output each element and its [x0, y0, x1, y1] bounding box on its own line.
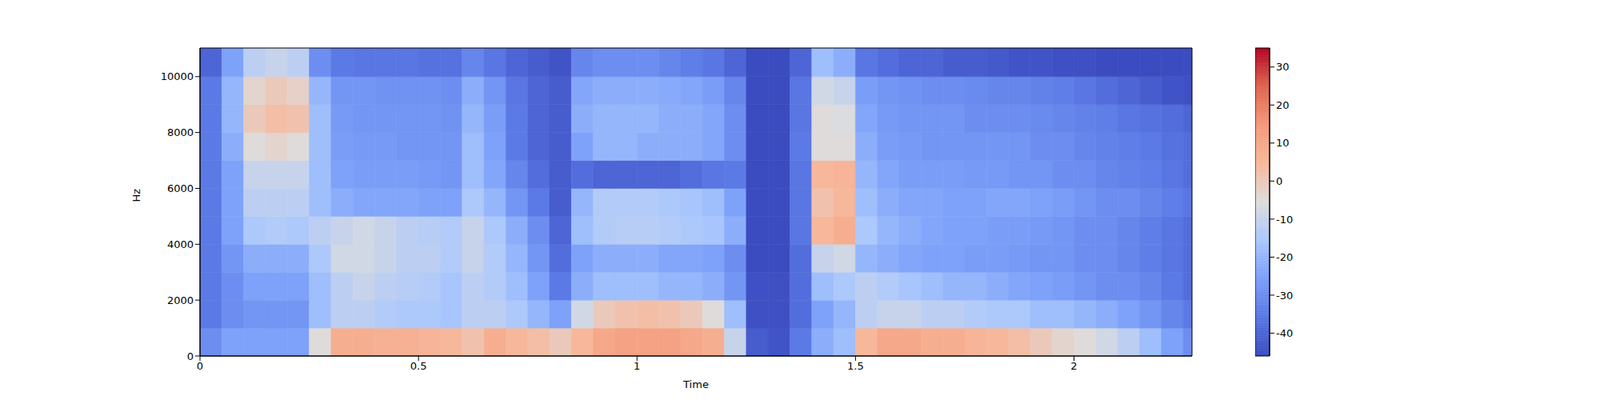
svg-text:4000: 4000	[167, 238, 194, 251]
svg-text:0.5: 0.5	[410, 360, 428, 372]
svg-text:2: 2	[1070, 360, 1077, 372]
svg-text:6000: 6000	[167, 182, 194, 195]
svg-text:2000: 2000	[167, 294, 194, 307]
svg-text:Hz: Hz	[130, 188, 143, 203]
svg-text:10: 10	[1276, 136, 1290, 149]
svg-text:0: 0	[187, 350, 194, 363]
svg-text:-30: -30	[1276, 289, 1293, 302]
svg-text:0: 0	[1276, 175, 1283, 188]
svg-text:-10: -10	[1276, 213, 1293, 226]
svg-text:Time: Time	[682, 378, 709, 391]
svg-text:-40: -40	[1276, 327, 1293, 340]
svg-text:20: 20	[1276, 99, 1290, 112]
svg-text:0: 0	[196, 360, 204, 372]
svg-text:8000: 8000	[167, 126, 194, 139]
svg-text:30: 30	[1276, 60, 1290, 73]
svg-text:10000: 10000	[160, 70, 194, 83]
svg-text:-20: -20	[1276, 251, 1293, 264]
svg-text:1: 1	[633, 360, 640, 372]
svg-text:1.5: 1.5	[847, 360, 864, 372]
